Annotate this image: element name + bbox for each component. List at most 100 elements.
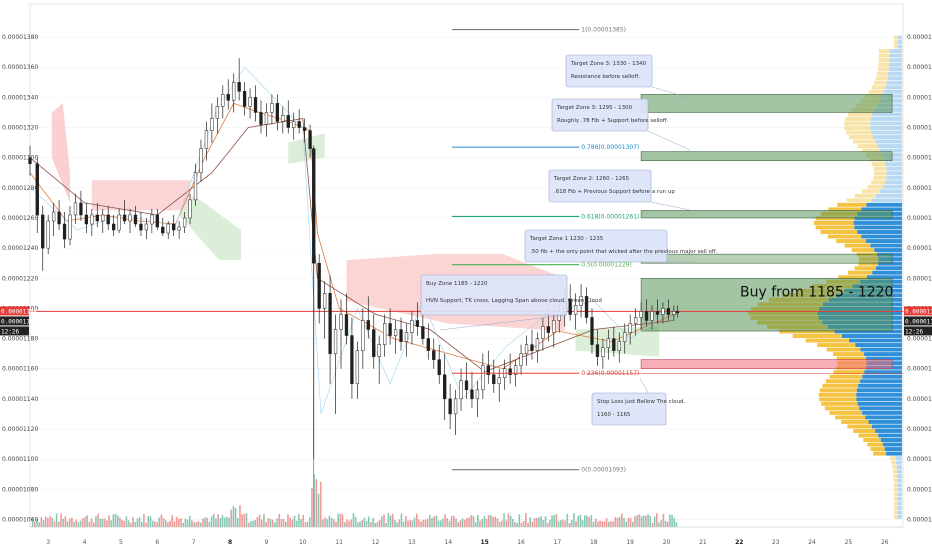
candle-up bbox=[281, 115, 285, 122]
candle-up bbox=[292, 121, 296, 128]
volume-profile-row-buy bbox=[862, 410, 902, 415]
date-tick: 26 bbox=[881, 539, 889, 546]
candle-up bbox=[573, 305, 578, 315]
volume-profile-row-sell bbox=[874, 80, 887, 85]
volume-bar bbox=[675, 522, 678, 527]
volume-bar bbox=[553, 515, 556, 527]
volume-bar bbox=[385, 522, 387, 527]
volume-bar bbox=[311, 488, 313, 527]
date-tick: 22 bbox=[735, 539, 743, 546]
date-tick: 9 bbox=[265, 539, 269, 546]
volume-bar bbox=[228, 517, 230, 527]
candle-down bbox=[317, 262, 321, 309]
volume-profile-row-sell bbox=[893, 478, 898, 483]
volume-bar bbox=[570, 519, 573, 527]
candle-up bbox=[204, 130, 209, 149]
volume-profile-row-sell bbox=[870, 447, 885, 452]
right-axis-tick: 0.00001060 bbox=[907, 516, 932, 523]
volume-profile-row-sell bbox=[893, 487, 898, 492]
volume-profile-row-buy bbox=[866, 356, 902, 361]
volume-bar bbox=[629, 518, 632, 527]
fib-level-label: 0(0.00001093) bbox=[581, 467, 626, 474]
volume-profile-row-buy bbox=[866, 275, 902, 280]
volume-profile-row-sell bbox=[877, 67, 889, 72]
volume-bar bbox=[298, 514, 300, 527]
left-axis-tick: 0.00001360 bbox=[2, 64, 38, 71]
volume-profile-row-sell bbox=[829, 410, 863, 415]
candle-up bbox=[661, 308, 665, 315]
volume-profile-row-sell bbox=[851, 248, 875, 253]
date-tick: 13 bbox=[408, 539, 416, 546]
volume-profile-row-buy bbox=[870, 243, 902, 248]
candle-down bbox=[426, 338, 430, 351]
volume-profile-row-sell bbox=[827, 234, 862, 239]
volume-bar bbox=[455, 518, 457, 527]
volume-profile-row-sell bbox=[835, 415, 866, 420]
candle-up bbox=[497, 377, 501, 385]
volume-bar bbox=[490, 515, 492, 527]
volume-profile-row-buy bbox=[872, 112, 902, 117]
volume-bar bbox=[90, 518, 93, 527]
volume-profile-row-sell bbox=[857, 144, 878, 149]
current-price-tag-bg-right bbox=[904, 306, 932, 316]
volume-bar bbox=[542, 519, 545, 527]
volume-bar bbox=[448, 520, 451, 527]
volume-bars bbox=[31, 473, 678, 527]
candle-up bbox=[475, 389, 480, 400]
candle-up bbox=[188, 199, 192, 219]
candle-up bbox=[355, 350, 360, 385]
candle-down bbox=[286, 115, 290, 128]
volume-bar bbox=[315, 479, 318, 527]
volume-bar bbox=[106, 520, 108, 527]
candle-up bbox=[117, 214, 121, 231]
volume-profile-row-buy bbox=[858, 383, 902, 388]
candle-down bbox=[312, 148, 316, 264]
volume-bar bbox=[258, 514, 261, 527]
volume-bar bbox=[597, 521, 599, 527]
volume-bar bbox=[287, 514, 289, 527]
candle-up bbox=[215, 106, 219, 119]
volume-profile-row-buy bbox=[885, 180, 902, 185]
volume-bar bbox=[612, 521, 614, 527]
volume-profile-row-buy bbox=[897, 44, 902, 49]
right-axis-tick: 0.00001320 bbox=[907, 125, 932, 132]
volume-bar bbox=[656, 513, 658, 527]
volume-bar bbox=[446, 518, 449, 527]
candle-down bbox=[508, 368, 512, 375]
volume-bar bbox=[125, 516, 128, 527]
volume-bar bbox=[354, 516, 357, 527]
volume-bar bbox=[405, 515, 407, 527]
volume-bar bbox=[374, 522, 377, 527]
volume-bar bbox=[221, 515, 224, 527]
date-tick: 15 bbox=[481, 539, 489, 546]
candle-up bbox=[101, 214, 105, 222]
left-axis-tick: 0.00001260 bbox=[2, 215, 38, 222]
volume-bar bbox=[317, 493, 320, 527]
callout-box-zone3a bbox=[551, 98, 649, 132]
candle-down bbox=[612, 338, 616, 351]
volume-bar bbox=[625, 521, 628, 527]
fib-level-label: 1(0.00001385) bbox=[581, 27, 626, 34]
volume-bar bbox=[627, 517, 630, 527]
candle-down bbox=[35, 163, 39, 216]
volume-bar bbox=[36, 518, 38, 527]
fib-level-label: 0.618(0.00001261) bbox=[581, 213, 639, 220]
volume-bar bbox=[474, 522, 477, 527]
volume-bar bbox=[247, 522, 250, 527]
candle-down bbox=[655, 311, 660, 315]
volume-profile-row-sell bbox=[847, 270, 873, 275]
candle-down bbox=[344, 314, 349, 336]
zone-stop-loss bbox=[640, 359, 893, 370]
volume-bar bbox=[313, 473, 315, 527]
candle-up bbox=[617, 341, 621, 351]
volume-profile-row-sell bbox=[854, 193, 877, 198]
volume-profile-row-buy bbox=[868, 419, 902, 424]
volume-profile-row-buy bbox=[878, 257, 902, 262]
volume-bar bbox=[202, 518, 204, 527]
volume-bar bbox=[662, 513, 665, 527]
volume-profile-row-buy bbox=[880, 189, 902, 194]
volume-profile-row-sell bbox=[867, 184, 884, 189]
price-and-time-axes: 0.00001380 0.00001380 0.00001360 0.00001360… bbox=[0, 34, 932, 546]
volume-bar bbox=[671, 514, 673, 527]
